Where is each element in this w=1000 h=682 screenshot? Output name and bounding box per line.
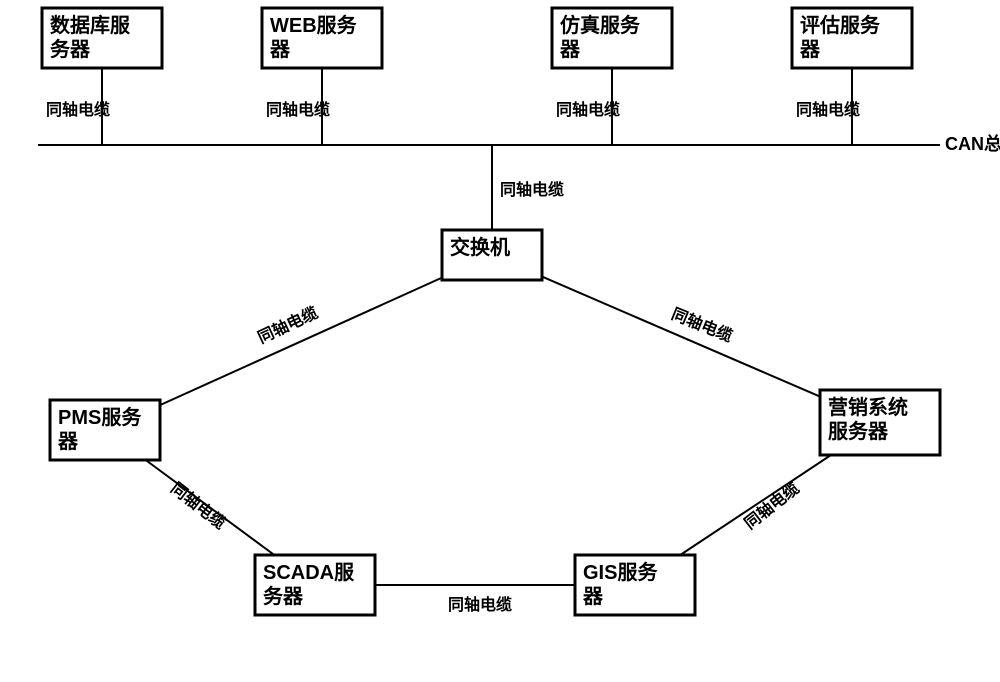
coax-label: 同轴电缆 xyxy=(255,303,321,347)
node-scada-label: 务器 xyxy=(263,584,304,608)
can-bus-label: CAN总线 xyxy=(945,133,1000,154)
coax-edge xyxy=(680,455,831,555)
node-pms-label: 器 xyxy=(57,430,79,453)
node-pms-label: PMS服务 xyxy=(58,405,142,429)
node-scada-label: SCADA服 xyxy=(263,561,355,584)
coax-label: 同轴电缆 xyxy=(500,180,564,199)
coax-label: 同轴电缆 xyxy=(669,304,735,346)
coax-edge xyxy=(542,277,820,397)
coax-label: 同轴电缆 xyxy=(167,478,229,532)
node-switch-label: 交换机 xyxy=(450,235,510,259)
node-sim-label: 仿真服务 xyxy=(560,13,641,37)
coax-label: 同轴电缆 xyxy=(556,100,620,119)
node-sim-label: 器 xyxy=(559,38,581,61)
node-eval-label: 器 xyxy=(799,38,821,61)
coax-label: 同轴电缆 xyxy=(448,595,512,614)
node-db-label: 务器 xyxy=(50,37,91,61)
node-gis-label: 器 xyxy=(582,585,604,608)
coax-label: 同轴电缆 xyxy=(266,100,330,119)
node-eval-label: 评估服务 xyxy=(800,13,881,37)
node-web-label: 器 xyxy=(269,38,291,61)
node-db-label: 数据库服 xyxy=(50,13,131,37)
node-market-label: 营销系统 xyxy=(828,395,908,419)
node-market-label: 服务器 xyxy=(828,419,889,443)
coax-edge xyxy=(160,278,442,406)
coax-label: 同轴电缆 xyxy=(46,100,110,119)
coax-label: 同轴电缆 xyxy=(741,478,803,532)
coax-label: 同轴电缆 xyxy=(796,100,860,119)
node-web-label: WEB服务 xyxy=(270,13,358,37)
node-gis-label: GIS服务 xyxy=(583,560,658,584)
